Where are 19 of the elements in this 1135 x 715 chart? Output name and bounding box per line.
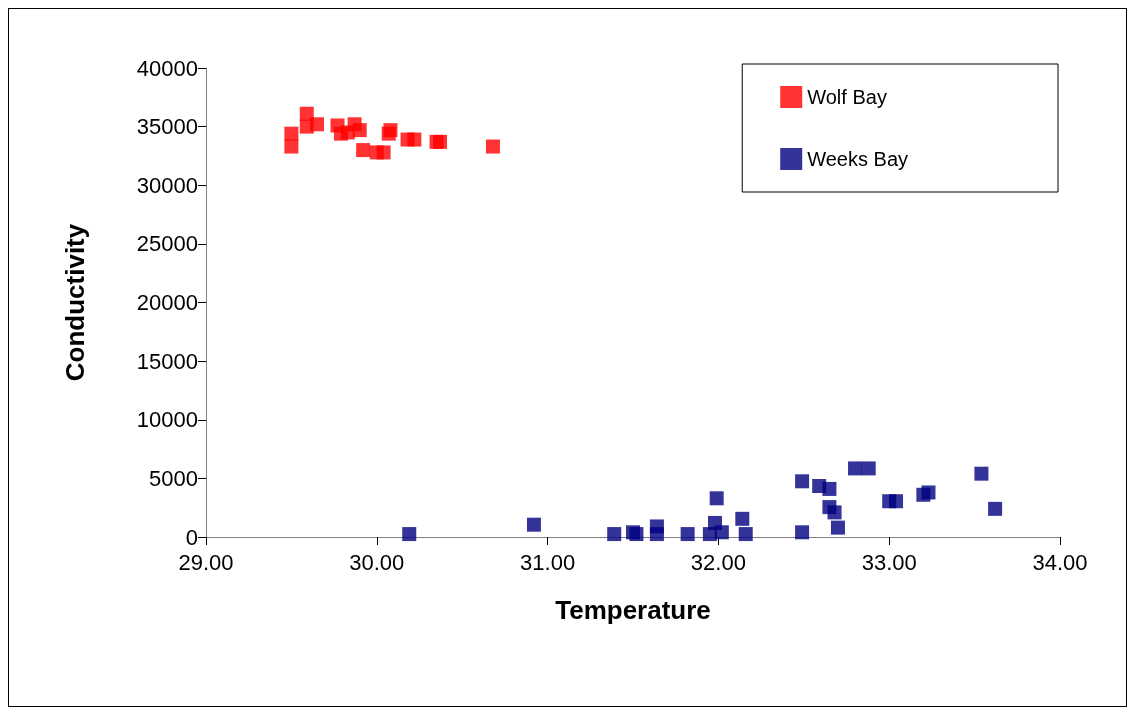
x-axis-title: Temperature xyxy=(555,595,711,625)
y-tick-label: 20000 xyxy=(136,290,198,315)
legend-label: Wolf Bay xyxy=(807,86,887,108)
y-axis-title: Conductivity xyxy=(60,223,90,382)
y-tick-label: 25000 xyxy=(136,231,198,257)
x-tick-label: 32.00 xyxy=(690,549,746,575)
y-tick-label: 5000 xyxy=(149,465,198,491)
x-tick-label: 31.00 xyxy=(520,549,576,575)
y-tick-label: 30000 xyxy=(136,172,198,198)
y-tick-label: 10000 xyxy=(136,407,198,433)
x-tick-label: 29.00 xyxy=(178,549,234,575)
y-tick-label: 15000 xyxy=(136,348,198,374)
x-tick-label: 33.00 xyxy=(861,549,917,575)
legend-label: Weeks Bay xyxy=(807,148,908,170)
x-tick-label: 30.00 xyxy=(349,549,405,575)
x-tick-label: 34.00 xyxy=(1032,549,1088,575)
y-tick-label: 40000 xyxy=(136,55,198,81)
y-tick-label: 0 xyxy=(185,524,198,550)
y-tick-label: 35000 xyxy=(136,114,198,140)
